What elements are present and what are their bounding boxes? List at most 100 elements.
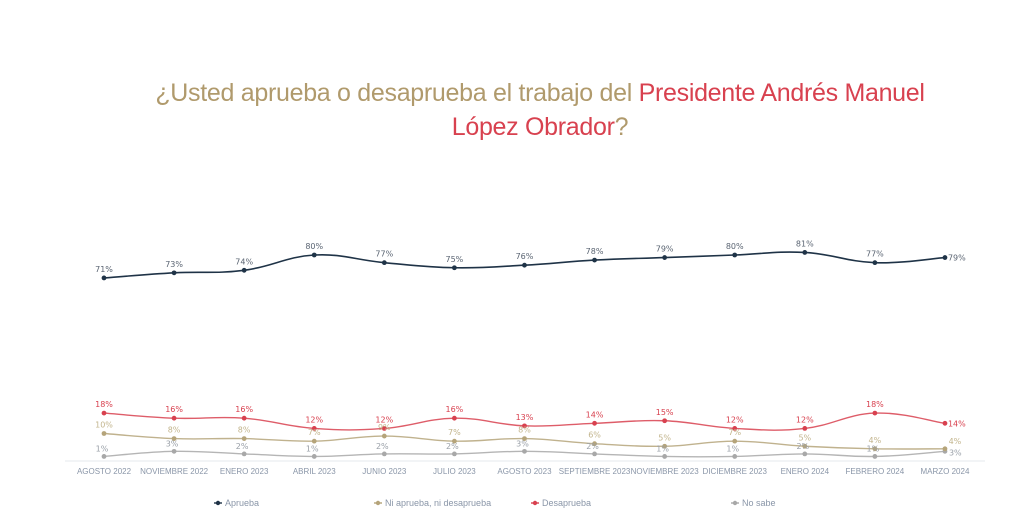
data-label-ni: 8% xyxy=(518,426,531,435)
data-point-ni xyxy=(452,438,457,444)
data-label-desaprueba: 12% xyxy=(375,415,393,424)
x-tick-label: MARZO 2024 xyxy=(921,467,970,476)
data-point-no_sabe xyxy=(171,448,177,454)
legend-item-desaprueba[interactable]: Desaprueba xyxy=(531,498,591,508)
data-point-no_sabe xyxy=(662,454,668,459)
x-tick-label: NOVIEMBRE 2022 xyxy=(140,467,209,476)
data-label-ni: 5% xyxy=(798,433,811,442)
data-point-desaprueba xyxy=(942,420,948,426)
x-tick-label: AGOSTO 2023 xyxy=(497,467,552,476)
data-point-aprueba xyxy=(802,250,808,255)
data-label-no_sabe: 1% xyxy=(306,444,319,453)
data-point-no_sabe xyxy=(452,451,457,457)
data-label-aprueba: 74% xyxy=(235,257,253,266)
data-label-desaprueba: 13% xyxy=(516,413,534,422)
data-point-no_sabe xyxy=(101,454,107,459)
data-point-aprueba xyxy=(241,267,247,273)
data-point-no_sabe xyxy=(732,454,738,459)
data-label-no_sabe: 2% xyxy=(236,442,249,451)
legend-item-aprueba[interactable]: Aprueba xyxy=(214,498,259,508)
data-point-desaprueba xyxy=(101,410,107,416)
data-label-desaprueba: 16% xyxy=(165,405,183,414)
x-tick-label: ABRIL 2023 xyxy=(293,467,336,476)
x-tick-label: DICIEMBRE 2023 xyxy=(702,467,767,476)
data-label-desaprueba: 16% xyxy=(446,405,464,414)
x-tick-label: FEBRERO 2024 xyxy=(846,467,905,476)
data-label-ni: 9% xyxy=(378,423,391,432)
data-label-no_sabe: 3% xyxy=(949,448,962,457)
data-point-ni xyxy=(171,436,177,441)
x-tick-label: SEPTIEMBRE 2023 xyxy=(559,467,631,476)
data-point-no_sabe xyxy=(381,451,387,457)
title-question: ¿Usted aprueba o desaprueba el trabajo d… xyxy=(155,79,639,107)
data-point-no_sabe xyxy=(311,454,317,459)
data-point-aprueba xyxy=(732,252,738,258)
data-point-ni xyxy=(592,441,597,447)
data-label-aprueba: 77% xyxy=(375,250,393,259)
data-label-desaprueba: 15% xyxy=(656,408,674,417)
data-point-no_sabe xyxy=(872,454,878,459)
data-label-desaprueba: 12% xyxy=(796,415,814,424)
data-point-desaprueba xyxy=(872,410,878,416)
legend-label: Aprueba xyxy=(225,498,259,508)
data-label-aprueba: 78% xyxy=(586,247,604,256)
legend-label: Ni aprueba, ni desaprueba xyxy=(385,498,491,508)
data-point-aprueba xyxy=(171,270,177,276)
data-point-ni xyxy=(241,436,247,441)
legend-item-no_sabe[interactable]: No sabe xyxy=(731,498,776,508)
data-label-desaprueba: 14% xyxy=(586,410,604,419)
data-point-ni xyxy=(732,438,738,444)
title-question-mark: ? xyxy=(614,113,629,141)
data-point-aprueba xyxy=(452,265,457,271)
data-label-desaprueba: 18% xyxy=(866,400,884,409)
data-label-ni: 7% xyxy=(308,428,321,437)
data-label-ni: 7% xyxy=(728,428,741,437)
x-tick-label: JUNIO 2023 xyxy=(362,467,407,476)
data-point-ni xyxy=(101,431,107,436)
legend-dot-marker xyxy=(375,500,381,506)
data-point-ni xyxy=(522,436,527,441)
data-point-desaprueba xyxy=(311,426,317,431)
data-labels-layer: 1% 3% 2% 1% 2% 2% 3% 2% 1% 1% 2% 1% 3% 10% 8% 8% 7% 9% 7% 8… xyxy=(95,239,966,457)
data-point-ni xyxy=(942,446,948,452)
data-label-no_sabe: 1% xyxy=(96,444,109,453)
legend-item-ni[interactable]: Ni aprueba, ni desaprueba xyxy=(374,498,491,508)
data-label-ni: 8% xyxy=(238,426,251,435)
data-point-desaprueba xyxy=(452,415,457,421)
data-point-aprueba xyxy=(522,262,527,268)
data-label-ni: 4% xyxy=(949,437,962,446)
legend-label: Desaprueba xyxy=(542,498,591,508)
data-label-ni: 8% xyxy=(168,426,181,435)
data-point-ni xyxy=(802,443,808,449)
data-point-desaprueba xyxy=(171,415,177,421)
data-label-ni: 4% xyxy=(869,436,882,445)
data-label-no_sabe: 3% xyxy=(166,439,179,448)
data-point-aprueba xyxy=(942,255,948,260)
chart-title: ¿Usted aprueba o desaprueba el trabajo d… xyxy=(120,76,960,144)
data-label-ni: 6% xyxy=(588,431,601,440)
data-label-desaprueba: 18% xyxy=(95,400,113,409)
x-tick-label: NOVIEMBRE 2023 xyxy=(631,467,700,476)
x-tick-label: ENERO 2024 xyxy=(781,467,830,476)
data-label-no_sabe: 2% xyxy=(376,442,389,451)
data-label-aprueba: 75% xyxy=(446,255,464,264)
data-label-aprueba: 73% xyxy=(165,260,183,269)
data-point-no_sabe xyxy=(592,451,597,457)
data-point-desaprueba xyxy=(241,415,247,421)
data-label-ni: 5% xyxy=(658,433,671,442)
data-point-ni xyxy=(872,446,878,452)
x-tick-label: JULIO 2023 xyxy=(433,467,476,476)
data-label-no_sabe: 1% xyxy=(867,444,880,453)
data-point-desaprueba xyxy=(592,420,597,426)
series-layer xyxy=(101,250,948,459)
data-point-ni xyxy=(381,433,387,439)
legend-dot-marker xyxy=(215,500,221,506)
data-label-no_sabe: 2% xyxy=(586,442,599,451)
data-label-aprueba: 80% xyxy=(305,242,323,251)
data-label-desaprueba: 14% xyxy=(948,419,966,428)
legend-label: No sabe xyxy=(742,498,776,508)
data-point-ni xyxy=(311,438,317,444)
data-label-no_sabe: 2% xyxy=(446,442,459,451)
x-tick-label: AGOSTO 2022 xyxy=(77,467,132,476)
